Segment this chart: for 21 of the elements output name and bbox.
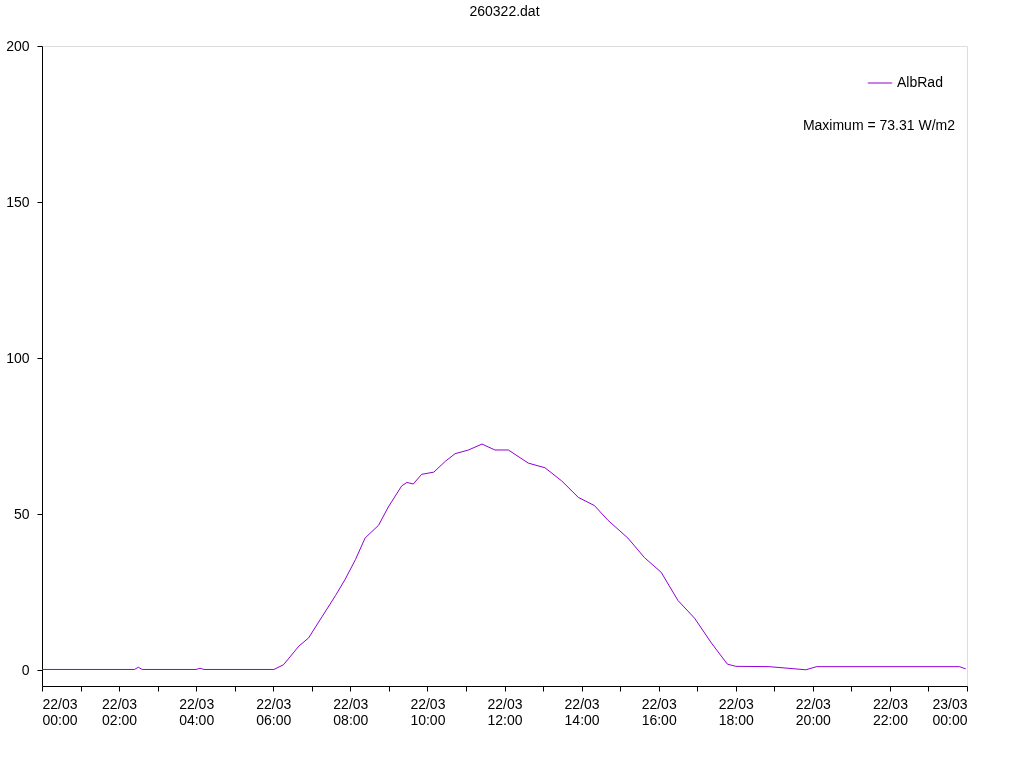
x-tick-label: 22/03 06:00 <box>256 695 292 728</box>
x-tick-label: 22/03 20:00 <box>795 695 832 728</box>
x-tick-label: 22/03 14:00 <box>564 695 600 728</box>
x-tick-label: 22/03 02:00 <box>102 695 138 728</box>
x-tick-label: 22/03 22:00 <box>872 695 909 728</box>
x-tick-label: 22/03 08:00 <box>333 695 369 728</box>
y-tick-label: 150 <box>6 193 30 210</box>
x-tick-label: 23/03 00:00 <box>932 695 968 728</box>
chart-title: 260322.dat <box>469 3 540 19</box>
x-tick-label: 22/03 12:00 <box>487 695 523 728</box>
x-tick-label: 22/03 00:00 <box>42 695 78 728</box>
x-tick-label: 22/03 18:00 <box>718 695 754 728</box>
y-tick-label: 200 <box>6 37 30 54</box>
y-tick-label: 0 <box>21 661 30 678</box>
x-tick-label: 22/03 04:00 <box>179 695 215 728</box>
x-tick-label: 22/03 10:00 <box>410 695 446 728</box>
y-tick-label: 100 <box>6 349 30 366</box>
y-tick-label: 50 <box>13 505 30 522</box>
annotation: Maximum = 73.31 W/m2 <box>802 117 956 133</box>
x-tick-label: 22/03 16:00 <box>641 695 677 728</box>
legend-label: AlbRad <box>897 74 943 90</box>
